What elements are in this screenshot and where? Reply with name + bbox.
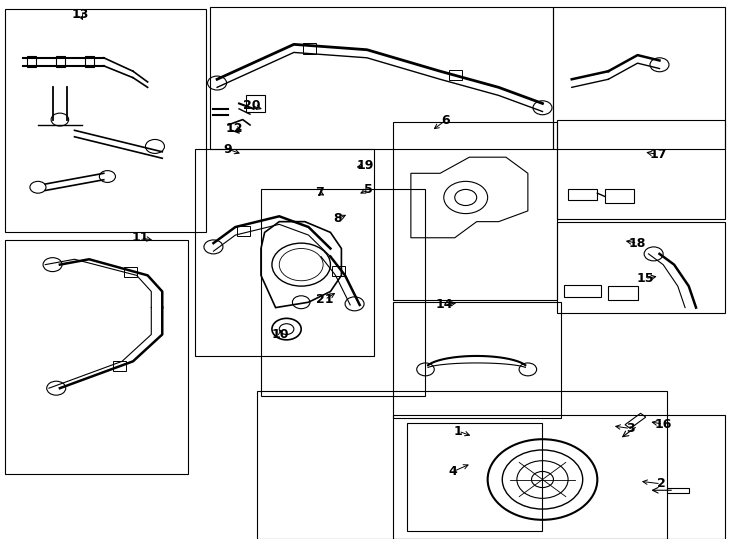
Text: 13: 13	[72, 8, 89, 21]
Bar	[5, 9, 206, 232]
Text: 14: 14	[436, 299, 454, 312]
Bar	[407, 423, 542, 531]
Bar	[625, 413, 646, 428]
Text: 11: 11	[131, 231, 149, 244]
Bar	[666, 488, 688, 493]
Bar	[302, 43, 316, 54]
Bar	[564, 285, 601, 297]
Bar	[237, 226, 250, 236]
Bar	[247, 96, 265, 112]
Text: 1: 1	[454, 424, 462, 437]
Text: 4: 4	[449, 465, 458, 478]
Text: 8: 8	[333, 212, 342, 226]
Bar	[568, 190, 597, 200]
Bar	[605, 190, 634, 203]
Bar	[258, 391, 666, 538]
Text: 16: 16	[655, 417, 672, 431]
Bar	[112, 361, 126, 371]
Text: 10: 10	[272, 328, 289, 341]
Bar	[553, 7, 725, 149]
Bar	[393, 122, 557, 300]
Text: 7: 7	[315, 186, 324, 199]
Bar	[332, 266, 345, 276]
Bar	[393, 302, 561, 418]
Text: 21: 21	[316, 293, 333, 306]
Text: 9: 9	[224, 143, 233, 156]
Text: 3: 3	[626, 422, 635, 435]
Text: 19: 19	[356, 159, 374, 172]
Bar	[557, 119, 725, 219]
Text: 12: 12	[225, 122, 243, 134]
Text: 15: 15	[636, 272, 653, 285]
Bar	[449, 70, 462, 80]
Bar	[195, 149, 374, 356]
Text: 20: 20	[243, 99, 261, 112]
Bar	[85, 56, 94, 67]
Bar	[393, 415, 725, 538]
Text: 18: 18	[629, 237, 646, 249]
Bar	[608, 286, 638, 300]
Bar	[210, 7, 553, 149]
Text: 5: 5	[364, 183, 373, 196]
Bar	[123, 267, 137, 277]
Bar	[261, 190, 426, 396]
Text: 2: 2	[657, 477, 665, 490]
Bar	[557, 221, 725, 313]
Bar	[5, 240, 188, 474]
Bar	[57, 56, 65, 67]
Text: 17: 17	[650, 148, 666, 161]
Text: 6: 6	[442, 113, 450, 126]
Bar	[27, 56, 36, 67]
